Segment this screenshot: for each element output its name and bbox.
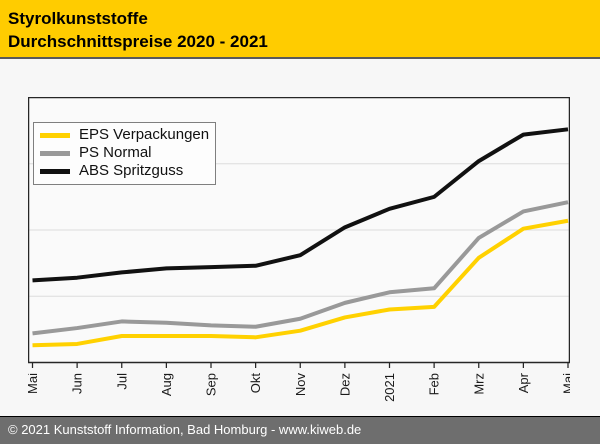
x-axis-label: Mai — [28, 373, 40, 394]
x-axis-label: Dez — [337, 373, 352, 396]
x-axis-label: 2021 — [382, 373, 397, 402]
x-axis-label: Mrz — [471, 373, 486, 395]
legend-label: ABS Spritzguss — [79, 162, 184, 179]
series-line-eps-verpackungen — [32, 218, 569, 348]
legend-color-swatch — [40, 132, 70, 138]
x-axis-label: Aug — [159, 373, 174, 396]
header-divider — [0, 57, 600, 59]
x-axis-label: Mai — [561, 373, 571, 394]
legend-item: ABS Spritzguss — [40, 162, 209, 180]
page-title-line2: Durchschnittspreise 2020 - 2021 — [8, 32, 268, 51]
chart-legend: EPS Verpackungen PS Normal ABS Spritzguss — [33, 122, 217, 185]
x-axis-label: Okt — [248, 373, 263, 394]
legend-color-swatch — [40, 150, 70, 156]
x-axis-label: Apr — [516, 372, 531, 393]
legend-item: EPS Verpackungen — [40, 126, 209, 144]
x-axis-label: Feb — [427, 373, 442, 395]
line-chart: Mai Jun Jul Aug Sep Okt Nov Dez 2021 Feb Mrz Apr Mai… — [28, 97, 570, 411]
x-axis-label: Sep — [204, 373, 219, 396]
page-header: Styrolkunststoffe Durchschnittspreise 20… — [0, 0, 600, 57]
legend-label: EPS Verpackungen — [79, 126, 210, 143]
plot-border — [28, 97, 570, 364]
x-axis-label: Nov — [293, 373, 308, 397]
page-footer: © 2021 Kunststoff Information, Bad Hombu… — [0, 416, 600, 444]
x-axis-label: Jun — [70, 373, 85, 394]
copyright-text: © 2021 Kunststoff Information, Bad Hombu… — [8, 422, 362, 437]
x-axis-label: Jul — [114, 373, 129, 390]
series-line-ps-normal — [32, 200, 569, 336]
series-line-abs-spritzguss — [32, 127, 569, 283]
legend-color-swatch — [40, 168, 70, 174]
legend-item: PS Normal — [40, 144, 209, 162]
chart-region: Mai Jun Jul Aug Sep Okt Nov Dez 2021 Feb Mrz Apr Mai… — [0, 59, 600, 416]
page-title-line1: Styrolkunststoffe — [8, 9, 148, 28]
legend-label: PS Normal — [79, 144, 152, 161]
